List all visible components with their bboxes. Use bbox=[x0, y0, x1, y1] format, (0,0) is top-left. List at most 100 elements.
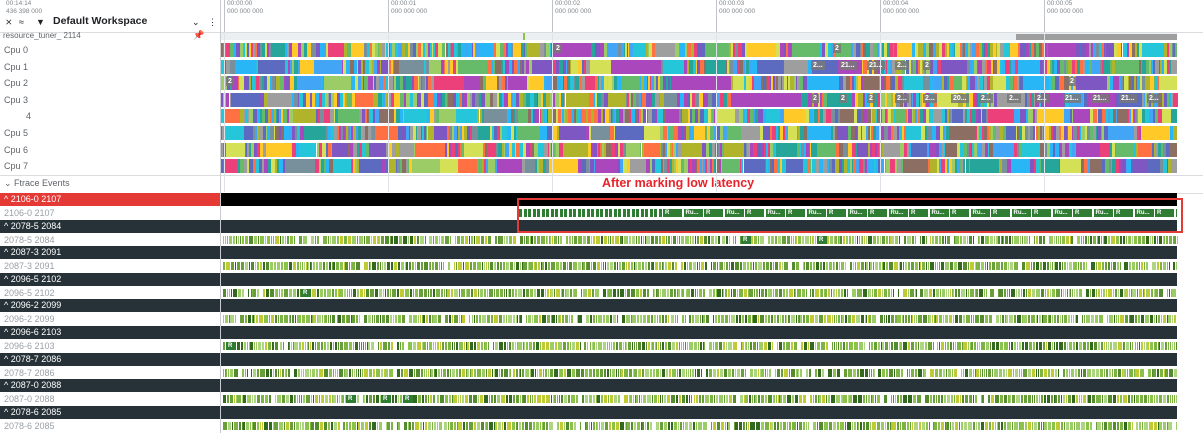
thread-state-slice[interactable] bbox=[558, 342, 562, 350]
cpu-slice[interactable] bbox=[1053, 59, 1058, 74]
cpu-slice[interactable] bbox=[763, 76, 767, 91]
thread-state-slice[interactable] bbox=[834, 315, 836, 324]
thread-state-slice[interactable] bbox=[572, 368, 575, 377]
cpu-slice[interactable] bbox=[704, 59, 707, 74]
thread-state-slice[interactable] bbox=[1141, 235, 1145, 244]
thread-state-slice[interactable] bbox=[1129, 368, 1133, 377]
cpu-slice[interactable] bbox=[884, 126, 888, 140]
thread-state-slice[interactable] bbox=[296, 288, 300, 297]
cpu-slice[interactable] bbox=[360, 59, 363, 74]
thread-state-slice[interactable] bbox=[714, 235, 718, 244]
cpu-slice[interactable] bbox=[997, 59, 1001, 74]
cpu-slice[interactable] bbox=[268, 109, 270, 124]
cpu-slice[interactable] bbox=[342, 126, 345, 140]
cpu-slice[interactable] bbox=[640, 109, 643, 124]
thread-state-slice[interactable] bbox=[325, 315, 327, 324]
thread-state-slice[interactable] bbox=[440, 395, 445, 404]
cpu-slice[interactable] bbox=[803, 76, 807, 91]
thread-state-slice[interactable] bbox=[848, 235, 852, 244]
cpu-slice[interactable] bbox=[527, 76, 530, 91]
cpu-slice[interactable] bbox=[343, 43, 347, 57]
thread-state-slice[interactable] bbox=[970, 315, 972, 324]
cpu-slice[interactable] bbox=[610, 109, 613, 124]
cpu-slice[interactable] bbox=[386, 43, 388, 57]
cpu-slice[interactable] bbox=[283, 126, 286, 140]
cpu-slice[interactable] bbox=[356, 126, 359, 140]
thread-state-slice[interactable] bbox=[853, 395, 857, 404]
cpu-slice[interactable] bbox=[283, 109, 287, 124]
thread-state-slice[interactable] bbox=[223, 315, 224, 324]
thread-state-slice[interactable] bbox=[1004, 342, 1009, 350]
thread-state-slice[interactable] bbox=[376, 315, 380, 324]
thread-state-slice[interactable] bbox=[887, 288, 890, 297]
thread-state-slice[interactable] bbox=[900, 262, 902, 271]
thread-state-slice[interactable] bbox=[1066, 395, 1067, 404]
thread-state-slice[interactable] bbox=[508, 395, 512, 404]
thread-state-slice[interactable] bbox=[409, 262, 411, 271]
cpu-row[interactable]: Cpu 1 2... 21... 21... 2... 2 bbox=[0, 59, 1203, 75]
thread-state-slice[interactable] bbox=[1088, 395, 1091, 404]
thread-state-slice[interactable] bbox=[908, 368, 911, 377]
thread-state-slice[interactable] bbox=[439, 421, 443, 430]
thread-state-slice[interactable] bbox=[753, 342, 756, 350]
thread-state-slice[interactable] bbox=[1047, 342, 1051, 350]
cpu-slice[interactable] bbox=[818, 43, 822, 57]
thread-state-slice[interactable] bbox=[428, 342, 432, 350]
thread-state-slice[interactable] bbox=[1038, 315, 1041, 324]
cpu-slice[interactable] bbox=[1083, 59, 1086, 74]
thread-state-slice[interactable] bbox=[801, 235, 805, 244]
thread-state-slice[interactable] bbox=[498, 395, 500, 404]
cpu-slice[interactable] bbox=[427, 92, 430, 107]
cpu-slice[interactable] bbox=[464, 92, 468, 107]
thread-state-slice[interactable] bbox=[626, 315, 630, 324]
thread-state-slice[interactable] bbox=[1097, 342, 1100, 350]
thread-state-slice[interactable] bbox=[694, 342, 698, 350]
cpu-slice[interactable] bbox=[263, 126, 265, 140]
cpu-slice[interactable] bbox=[1140, 76, 1142, 91]
cpu-slice[interactable] bbox=[1010, 159, 1030, 174]
thread-state-slice[interactable] bbox=[486, 421, 488, 430]
thread-state-slice[interactable] bbox=[617, 262, 619, 271]
cpu-slice[interactable] bbox=[304, 43, 308, 57]
cpu-slice[interactable] bbox=[502, 59, 506, 74]
thread-state-slice[interactable] bbox=[728, 235, 730, 244]
thread-state-slice[interactable] bbox=[1165, 368, 1169, 377]
cpu-slice[interactable] bbox=[281, 109, 284, 124]
thread-state-slice[interactable] bbox=[796, 235, 798, 244]
cpu-slice[interactable] bbox=[660, 76, 663, 91]
thread-state-slice[interactable] bbox=[583, 262, 585, 271]
thread-state-slice[interactable] bbox=[612, 235, 614, 244]
cpu-slice[interactable] bbox=[341, 59, 343, 74]
thread-state-slice[interactable] bbox=[504, 421, 506, 430]
thread-state-slice[interactable] bbox=[758, 262, 763, 271]
thread-state-slice[interactable] bbox=[293, 288, 296, 297]
cpu-slice[interactable] bbox=[337, 109, 360, 124]
thread-state-slice[interactable] bbox=[504, 342, 506, 350]
cpu-slice[interactable] bbox=[861, 43, 863, 57]
thread-state-slice[interactable] bbox=[637, 262, 642, 271]
cpu-slice[interactable] bbox=[650, 76, 652, 91]
thread-state-slice[interactable] bbox=[1109, 342, 1112, 350]
thread-state-slice[interactable] bbox=[1073, 262, 1077, 271]
cpu-slice[interactable] bbox=[784, 59, 809, 74]
thread-state-slice[interactable] bbox=[571, 395, 576, 404]
thread-state-slice[interactable] bbox=[925, 395, 930, 404]
cpu-slice[interactable] bbox=[611, 59, 661, 74]
thread-state-slice[interactable] bbox=[400, 288, 405, 297]
thread-state-slice[interactable] bbox=[839, 262, 841, 271]
cpu-slice[interactable] bbox=[1071, 109, 1074, 124]
thread-state-slice[interactable] bbox=[745, 315, 748, 324]
cpu-slice[interactable] bbox=[514, 109, 516, 124]
thread-group-header[interactable]: ^ 2078-7 2086 bbox=[0, 352, 1177, 366]
thread-state-slice[interactable] bbox=[874, 288, 877, 297]
thread-state-slice[interactable] bbox=[733, 342, 737, 350]
thread-state-slice[interactable] bbox=[709, 395, 713, 404]
cpu-slice[interactable] bbox=[558, 92, 562, 107]
cpu-slice[interactable] bbox=[294, 76, 297, 91]
thread-state-slice[interactable] bbox=[356, 315, 358, 324]
thread-state-slice[interactable] bbox=[947, 235, 950, 244]
cpu-slice[interactable] bbox=[1006, 126, 1017, 140]
thread-state-slice[interactable] bbox=[733, 395, 737, 404]
thread-state-slice[interactable] bbox=[627, 342, 631, 350]
thread-state-slice[interactable] bbox=[990, 288, 994, 297]
